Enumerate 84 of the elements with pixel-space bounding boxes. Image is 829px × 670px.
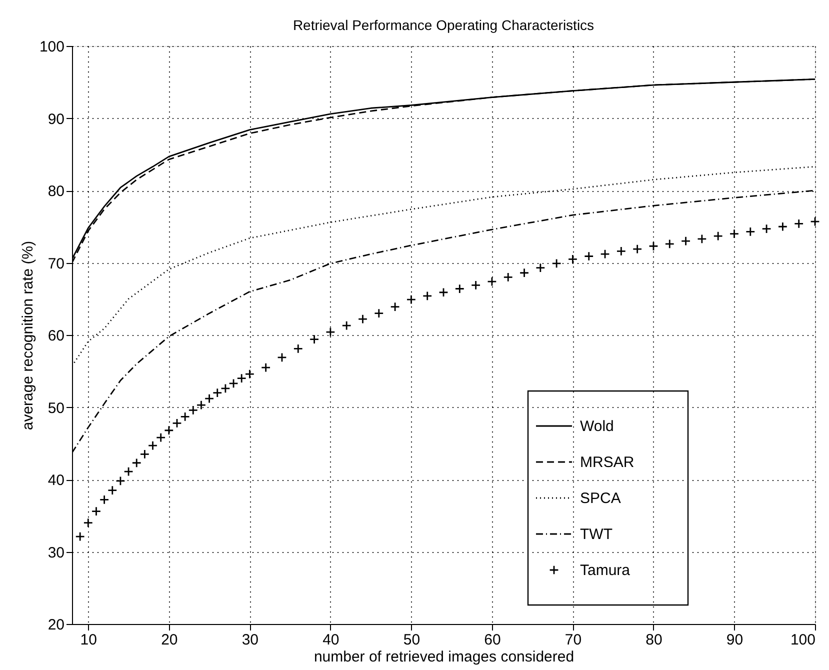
point	[713, 231, 723, 241]
point	[140, 449, 150, 460]
point	[99, 494, 110, 505]
y-tick-label: 30	[48, 544, 64, 562]
point	[632, 244, 642, 254]
legend-label: MRSAR	[580, 454, 634, 471]
point	[116, 476, 126, 486]
point	[552, 258, 562, 268]
y-tick-label: 20	[48, 616, 64, 634]
point	[810, 216, 820, 226]
x-tick-label: 90	[726, 632, 744, 648]
x-tick-label: 70	[564, 632, 582, 648]
point	[309, 334, 320, 344]
point	[503, 272, 513, 282]
y-tick-label: 40	[48, 472, 64, 489]
legend-label: Tamura	[580, 562, 631, 579]
x-tick-label: 100	[790, 632, 816, 648]
point	[180, 412, 190, 422]
point	[746, 226, 756, 237]
point	[390, 302, 400, 312]
point	[778, 222, 788, 232]
point	[729, 228, 740, 239]
point	[172, 418, 182, 428]
point	[519, 268, 530, 278]
point	[260, 362, 271, 372]
y-tick-label: 70	[48, 255, 64, 272]
point	[236, 373, 246, 384]
x-tick-label: 50	[403, 632, 420, 648]
point	[228, 378, 238, 388]
point	[664, 239, 675, 249]
point	[438, 287, 448, 298]
point	[454, 284, 465, 294]
y-tick-label: 90	[48, 110, 64, 128]
point	[196, 400, 206, 410]
point	[568, 254, 578, 264]
x-tick-label: 10	[80, 632, 97, 648]
point	[91, 506, 102, 516]
legend-label: SPCA	[580, 490, 621, 507]
y-tick-label: 80	[48, 183, 64, 200]
y-tick-label: 100	[39, 38, 64, 56]
point	[536, 262, 546, 273]
point	[164, 425, 174, 436]
point	[132, 458, 142, 468]
x-tick-label: 80	[646, 632, 662, 648]
point	[616, 246, 626, 256]
legend-label: Wold	[580, 418, 614, 435]
point	[244, 369, 255, 379]
point	[422, 291, 432, 301]
point	[584, 251, 594, 262]
point	[277, 352, 287, 362]
point	[697, 234, 707, 244]
x-tick-label: 40	[322, 632, 340, 648]
y-tick-label: 50	[48, 400, 64, 417]
point	[148, 440, 158, 450]
point	[680, 236, 691, 246]
point	[75, 532, 85, 542]
point	[342, 320, 352, 330]
point	[220, 384, 230, 394]
legend-label: TWT	[580, 526, 612, 543]
x-tick-label: 60	[484, 632, 501, 648]
y-tick-label: 60	[48, 328, 64, 344]
x-tick-label: 30	[242, 632, 259, 648]
point	[648, 241, 658, 252]
point	[600, 249, 610, 259]
x-tick-label: 20	[161, 632, 178, 648]
y-axis-title: average recognition rate (%)	[19, 240, 36, 430]
chart-title: Retrieval Performance Operating Characteristics	[292, 17, 594, 33]
point	[358, 314, 368, 324]
point	[188, 405, 198, 416]
point	[83, 518, 94, 528]
x-axis-title: number of retrieved images considered	[314, 648, 574, 666]
point	[794, 218, 804, 229]
point	[293, 344, 304, 354]
point	[156, 432, 166, 442]
point	[470, 280, 481, 290]
point	[124, 466, 134, 476]
point	[406, 294, 416, 304]
point	[212, 388, 222, 398]
point	[762, 224, 772, 234]
point	[374, 308, 384, 318]
point	[107, 485, 118, 496]
point	[204, 394, 214, 404]
point	[487, 276, 497, 286]
point	[326, 327, 336, 337]
